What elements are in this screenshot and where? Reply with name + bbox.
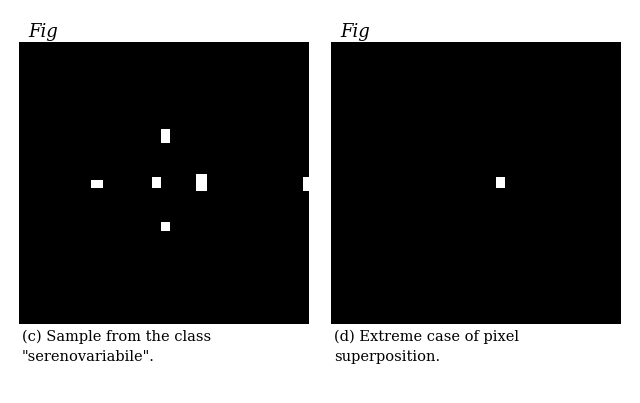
Text: (d) Extreme case of pixel
superposition.: (d) Extreme case of pixel superposition. bbox=[334, 330, 519, 364]
Text: (c) Sample from the class
"serenovariabile".: (c) Sample from the class "serenovariabi… bbox=[22, 330, 211, 364]
Text: Fig: Fig bbox=[340, 23, 370, 41]
Text: Fig: Fig bbox=[28, 23, 58, 41]
